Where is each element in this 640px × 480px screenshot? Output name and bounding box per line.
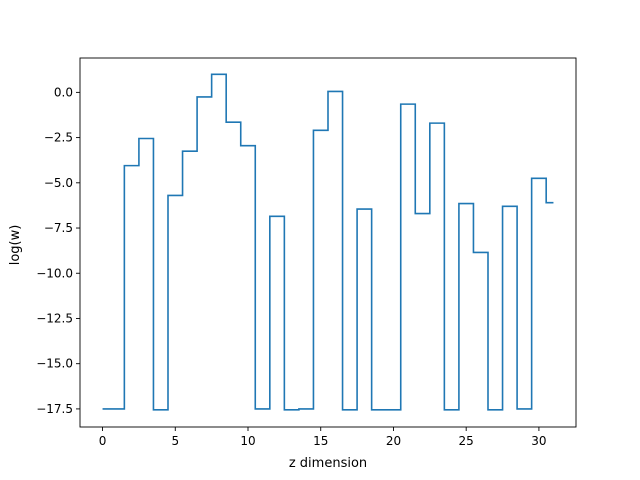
y-tick-label: −17.5 — [36, 402, 73, 416]
x-tick-label: 10 — [240, 434, 255, 448]
x-tick-label: 5 — [171, 434, 179, 448]
y-tick-label: −10.0 — [36, 266, 73, 280]
x-axis-label: z dimension — [289, 456, 367, 471]
y-tick-label: −5.0 — [44, 176, 73, 190]
y-tick-label: 0.0 — [54, 85, 73, 99]
x-tick-label: 30 — [531, 434, 546, 448]
y-tick-label: −2.5 — [44, 131, 73, 145]
y-tick-label: −7.5 — [44, 221, 73, 235]
y-tick-label: −15.0 — [36, 357, 73, 371]
plot-frame — [79, 57, 577, 428]
series-line-0 — [102, 73, 554, 411]
plot-area: 0 5 10 15 20 25 30 −17.5 −15.0 −12.5 −10.0 −7.5 −5.0… — [36, 57, 577, 448]
x-tick-label: 0 — [99, 434, 107, 448]
y-axis-label: log(w) — [8, 225, 23, 266]
x-tick-label: 25 — [459, 434, 474, 448]
y-tick-label: −12.5 — [36, 311, 73, 325]
x-tick-label: 20 — [386, 434, 401, 448]
x-tick-label: 15 — [313, 434, 328, 448]
